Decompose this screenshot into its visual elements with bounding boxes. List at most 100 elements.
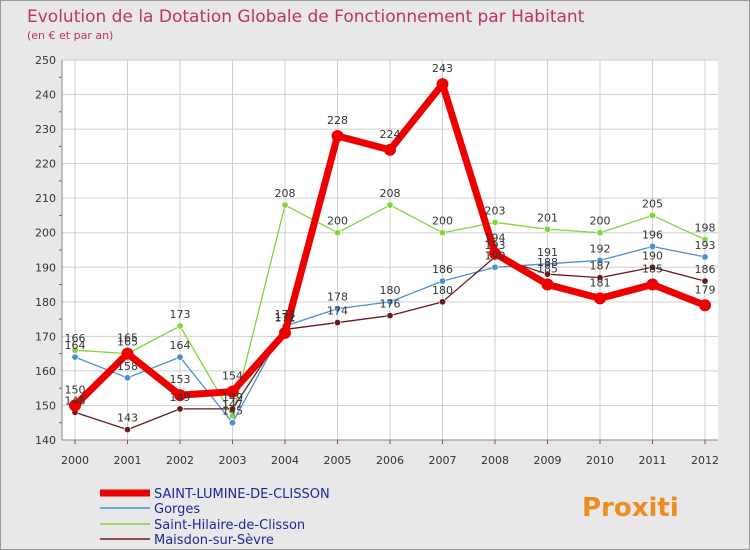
data-point [543, 225, 551, 233]
data-point [176, 353, 184, 361]
legend-label: SAINT-LUMINE-DE-CLISSON [154, 487, 330, 502]
legend-label: Maisdon-sur-Sèvre [154, 533, 274, 548]
data-label: 165 [117, 332, 138, 345]
data-label: 228 [327, 114, 348, 127]
data-point [174, 389, 186, 402]
legend-label: Saint-Hilaire-de-Clisson [154, 518, 305, 533]
data-label: 165 [117, 336, 138, 349]
data-label: 149 [222, 391, 243, 404]
data-point [701, 236, 709, 244]
data-label: 153 [170, 373, 191, 386]
y-tick-label: 200 [35, 227, 56, 240]
data-point [386, 312, 394, 320]
data-label: 150 [65, 383, 86, 396]
x-tick-label: 2002 [166, 454, 194, 467]
y-tick-label: 170 [35, 330, 56, 343]
data-label: 203 [485, 204, 506, 217]
data-label: 198 [695, 222, 716, 235]
y-tick-label: 240 [35, 89, 56, 102]
data-point [71, 346, 79, 354]
data-point [438, 298, 446, 306]
data-point [438, 229, 446, 237]
data-point [436, 78, 449, 91]
x-tick-label: 2005 [324, 454, 352, 467]
data-point [69, 399, 81, 412]
y-tick-label: 220 [35, 158, 56, 171]
data-label: 224 [380, 128, 401, 141]
legend-label: Gorges [154, 502, 200, 517]
data-point [543, 260, 551, 268]
data-label: 200 [432, 215, 453, 228]
y-tick-label: 150 [35, 399, 56, 412]
data-point [541, 278, 554, 291]
x-tick-label: 2009 [534, 454, 562, 467]
data-label: 158 [117, 360, 138, 373]
x-tick-label: 2003 [219, 454, 247, 467]
data-point [489, 247, 501, 260]
data-label: 171 [275, 311, 296, 324]
data-label: 192 [590, 242, 611, 255]
data-label: 181 [590, 276, 611, 289]
data-label: 173 [275, 308, 296, 321]
data-point [386, 201, 394, 209]
data-point [646, 278, 659, 291]
x-tick-label: 2012 [691, 454, 719, 467]
data-point [648, 243, 656, 251]
x-tick-label: 2006 [376, 454, 404, 467]
chart-subtitle: (en € et par an) [27, 29, 113, 42]
data-point [279, 326, 291, 339]
data-label: 190 [642, 249, 663, 262]
data-label: 154 [222, 370, 243, 383]
data-label: 188 [537, 256, 558, 269]
data-point [384, 143, 396, 156]
data-label: 194 [485, 231, 506, 244]
data-label: 243 [432, 62, 453, 75]
data-label: 200 [327, 215, 348, 228]
x-tick-label: 2001 [114, 454, 142, 467]
data-label: 174 [327, 305, 348, 318]
data-point [331, 130, 344, 142]
data-label: 178 [327, 291, 348, 304]
data-point [176, 322, 184, 330]
data-label: 148 [65, 394, 86, 407]
data-point [226, 385, 239, 398]
y-tick-label: 140 [35, 434, 56, 447]
data-point [596, 256, 604, 264]
data-labels: 166 165 173 147 208 200 208 200 203 201 200 205 198 1… [65, 62, 716, 424]
data-label: 193 [485, 239, 506, 252]
data-point [596, 274, 604, 282]
y-tick-label: 180 [35, 296, 56, 309]
data-point [648, 263, 656, 271]
y-tick-label: 210 [35, 192, 56, 205]
data-point [124, 374, 132, 382]
data-label: 147 [222, 398, 243, 411]
data-label: 164 [65, 339, 86, 352]
data-label: 187 [590, 260, 611, 273]
data-point [124, 426, 132, 434]
data-label: 200 [590, 215, 611, 228]
x-tick-label: 2011 [639, 454, 667, 467]
y-tick-label: 190 [35, 261, 56, 274]
x-tick-label: 2007 [429, 454, 457, 467]
proxiti-logo: Proxiti [582, 493, 679, 523]
data-label: 164 [170, 339, 191, 352]
data-point [491, 218, 499, 226]
data-label: 173 [170, 308, 191, 321]
x-tick-label: 2010 [586, 454, 614, 467]
data-label: 143 [117, 412, 138, 425]
data-label: 190 [485, 249, 506, 262]
data-label: 185 [642, 263, 663, 276]
data-point [229, 405, 237, 413]
x-tick-label: 2000 [61, 454, 89, 467]
data-label: 191 [537, 246, 558, 259]
data-label: 201 [537, 211, 558, 224]
data-point [648, 211, 656, 219]
data-point [701, 277, 709, 285]
data-point [386, 298, 394, 306]
data-point [543, 270, 551, 278]
data-label: 145 [222, 405, 243, 418]
data-label: 180 [432, 284, 453, 297]
data-point [438, 277, 446, 285]
y-tick-label: 160 [35, 365, 56, 378]
data-label: 185 [537, 263, 558, 276]
